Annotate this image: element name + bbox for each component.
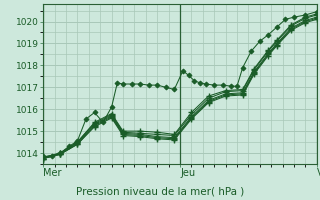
Text: Pression niveau de la mer( hPa ): Pression niveau de la mer( hPa ) — [76, 186, 244, 196]
